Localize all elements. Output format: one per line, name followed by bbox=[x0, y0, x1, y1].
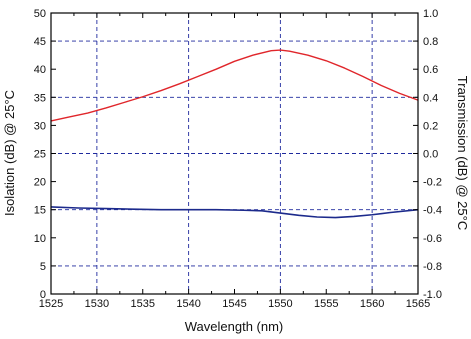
y-right-tick-label: -0.2 bbox=[423, 177, 442, 189]
y-left-tick-label: 35 bbox=[34, 92, 46, 104]
series-layer bbox=[50, 49, 419, 219]
y-right-tick-label: 0.6 bbox=[423, 64, 438, 76]
y-left-tick-label: 10 bbox=[34, 233, 46, 245]
y-right-axis-title: Transmission (dB) @ 25°C bbox=[455, 76, 470, 230]
y-left-tick-label: 5 bbox=[40, 261, 46, 273]
y-left-tick-label: 40 bbox=[34, 64, 46, 76]
y-right-tick-label: 1.0 bbox=[423, 8, 438, 20]
x-axis-title: Wavelength (nm) bbox=[185, 319, 284, 334]
x-tick-label: 1565 bbox=[406, 298, 430, 310]
x-tick-label: 1555 bbox=[314, 298, 338, 310]
y-right-tick-label: -0.4 bbox=[423, 205, 442, 217]
x-tick-label: 1535 bbox=[131, 298, 155, 310]
y-left-tick-label: 30 bbox=[34, 120, 46, 132]
y-left-tick-label: 25 bbox=[34, 149, 46, 161]
y-left-tick-label: 20 bbox=[34, 177, 46, 189]
y-left-tick-label: 45 bbox=[34, 36, 46, 48]
series-line-2 bbox=[50, 206, 419, 219]
y-right-tick-label: 0.8 bbox=[423, 36, 438, 48]
y-right-tick-label: 0.4 bbox=[423, 92, 438, 104]
y-right-tick-label: -0.6 bbox=[423, 233, 442, 245]
y-right-tick-label: -0.8 bbox=[423, 261, 442, 273]
series-line-1 bbox=[50, 49, 419, 122]
y-right-tick-label: 0.2 bbox=[423, 120, 438, 132]
x-tick-label: 1545 bbox=[222, 298, 246, 310]
ticks bbox=[50, 12, 419, 295]
x-tick-label: 1550 bbox=[268, 298, 292, 310]
y-right-tick-label: 0.0 bbox=[423, 149, 438, 161]
y-left-tick-label: 15 bbox=[34, 205, 46, 217]
x-tick-label: 1525 bbox=[39, 298, 63, 310]
y-left-tick-label: 50 bbox=[34, 8, 46, 20]
y-left-axis-title: Isolation (dB) @ 25°C bbox=[2, 90, 17, 216]
y-left-tick-label: 0 bbox=[40, 289, 46, 301]
y-right-tick-label: -1.0 bbox=[423, 289, 442, 301]
x-tick-label: 1530 bbox=[85, 298, 109, 310]
x-tick-label: 1540 bbox=[176, 298, 200, 310]
tick-labels: 1525 1530 1535 1540 1545 1550 1555 1560 15650510… bbox=[34, 8, 442, 310]
x-tick-label: 1560 bbox=[360, 298, 384, 310]
